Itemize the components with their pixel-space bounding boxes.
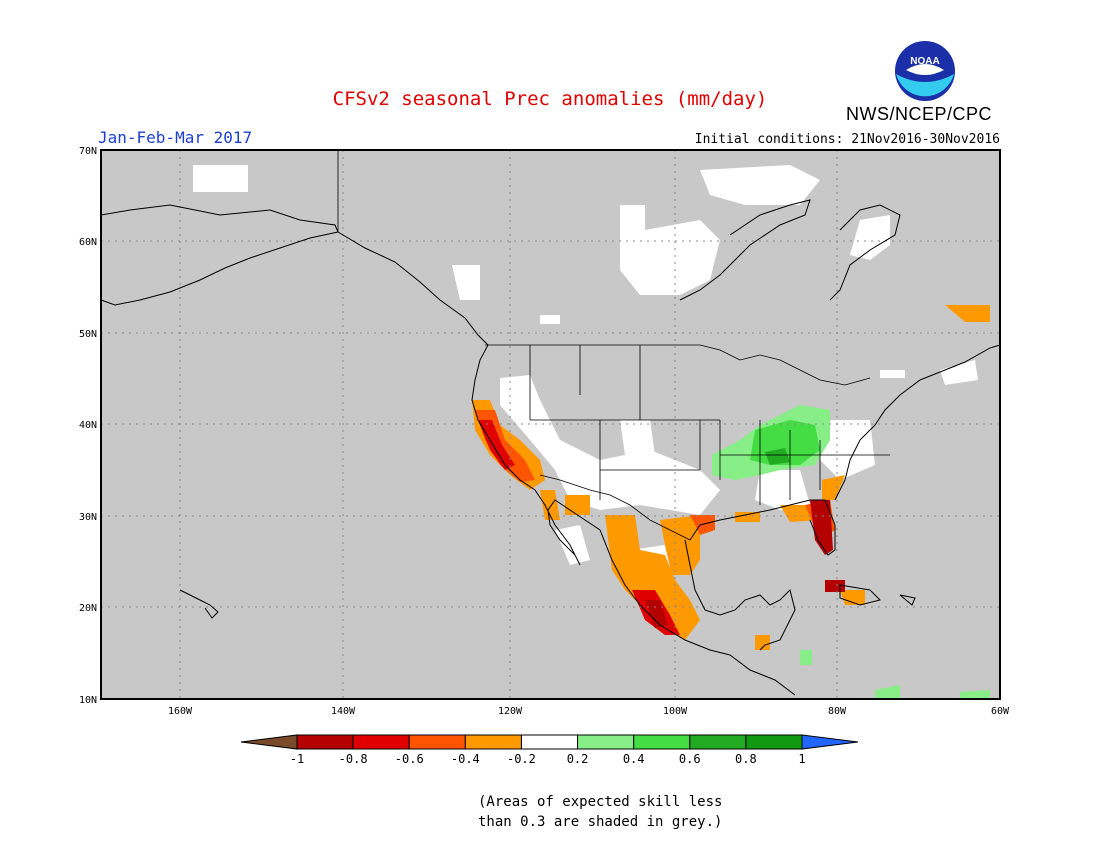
lon-tick-label: 80W	[828, 706, 847, 717]
colorbar-segment	[689, 734, 747, 750]
skill-footnote: (Areas of expected skill less than 0.3 a…	[478, 792, 722, 832]
colorbar-tick-label: -0.6	[395, 752, 424, 766]
lat-tick-label: 50N	[79, 329, 97, 340]
longitude-axis: 160W 140W 120W 100W 80W 60W	[168, 706, 1010, 717]
lon-tick-label: 60W	[991, 706, 1010, 717]
dry-anomaly-areas	[472, 305, 990, 650]
latitude-axis: 10N 20N 30N 40N 50N 60N 70N	[79, 146, 97, 706]
wet-anomaly-areas	[712, 405, 990, 698]
initial-conditions-label: Initial conditions: 21Nov2016-30Nov2016	[694, 132, 1000, 147]
footnote-line-1: (Areas of expected skill less	[478, 794, 723, 810]
colorbar-tick-label: -0.8	[339, 752, 368, 766]
lon-tick-label: 160W	[168, 706, 193, 717]
lat-tick-label: 30N	[79, 512, 97, 523]
colorbar-tick-label: 0.2	[567, 752, 589, 766]
colorbar-segment	[352, 734, 410, 750]
colorbar-segment	[577, 734, 635, 750]
colorbar-segment	[745, 734, 803, 750]
lon-tick-label: 100W	[663, 706, 688, 717]
colorbar-tick-label: 0.6	[679, 752, 701, 766]
season-label: Jan-Feb-Mar 2017	[98, 128, 253, 147]
lon-tick-label: 140W	[331, 706, 356, 717]
lat-tick-label: 60N	[79, 237, 97, 248]
map-title: CFSv2 seasonal Prec anomalies (mm/day)	[332, 88, 768, 110]
colorbar-tick-label: 0.4	[623, 752, 645, 766]
colorbar-tick-label: -0.2	[507, 752, 536, 766]
colorbar-tick-label: 1	[798, 752, 805, 766]
agency-label: NWS/NCEP/CPC	[846, 104, 993, 124]
neutral-anomaly-areas	[193, 165, 978, 575]
colorbar-tick-label: 0.8	[735, 752, 757, 766]
colorbar-segment	[464, 734, 522, 750]
lat-tick-label: 10N	[79, 695, 97, 706]
lon-tick-label: 120W	[498, 706, 523, 717]
noaa-logo-icon: NOAA	[895, 41, 955, 101]
map-frame	[100, 149, 1001, 700]
lat-tick-label: 70N	[79, 146, 97, 157]
coastlines	[100, 199, 1001, 696]
colorbar-segment	[296, 734, 354, 750]
colorbar-segment	[633, 734, 691, 750]
colorbar-tick-label: -0.4	[451, 752, 480, 766]
political-borders	[337, 150, 890, 541]
colorbar-arrow-low	[240, 734, 298, 750]
lat-tick-label: 20N	[79, 603, 97, 614]
logo-text: NOAA	[910, 56, 939, 67]
lat-tick-label: 40N	[79, 420, 97, 431]
footnote-line-2: than 0.3 are shaded in grey.)	[478, 814, 723, 830]
colorbar-tick-label: -1	[290, 752, 304, 766]
colorbar-segment	[408, 734, 466, 750]
colorbar: -1 -0.8 -0.6 -0.4 -0.2 0.2 0.4 0.6 0.8 1	[240, 734, 859, 766]
colorbar-arrow-high	[801, 734, 859, 750]
colorbar-segment	[520, 734, 579, 750]
